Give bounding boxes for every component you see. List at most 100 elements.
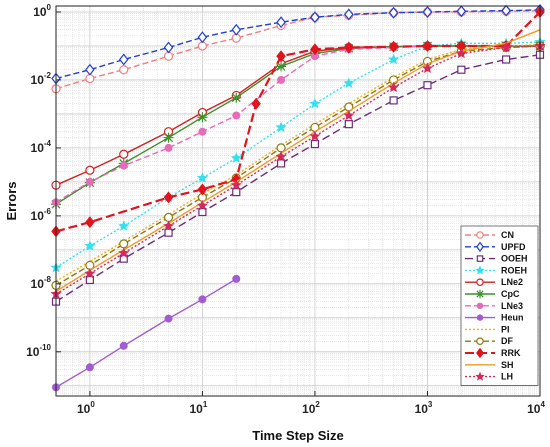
legend-item: CpC xyxy=(465,289,520,299)
data-point-upfd xyxy=(422,6,433,18)
legend-marker xyxy=(476,337,484,346)
series-line-heun xyxy=(55,278,237,388)
series-lh xyxy=(50,40,546,299)
data-point-roeh xyxy=(196,172,208,183)
data-point-ooeh xyxy=(198,207,207,217)
y-tick-label: 10-8 xyxy=(31,275,52,291)
legend-label: OOEH xyxy=(501,254,528,264)
legend-label: RRK xyxy=(501,348,521,358)
x-tick-label: 104 xyxy=(527,400,545,416)
data-point-upfd xyxy=(197,31,208,44)
legend-label: UPFD xyxy=(501,242,526,252)
y-axis-label: Errors xyxy=(4,181,19,220)
series-line-ooeh xyxy=(55,54,541,303)
legend-marker xyxy=(476,278,484,287)
data-point-rrk xyxy=(344,41,354,54)
data-point-roeh xyxy=(118,220,130,231)
legend-item: DF xyxy=(465,336,513,346)
legend-label: SH xyxy=(501,360,514,370)
data-point-ooeh xyxy=(164,228,173,237)
data-point-upfd xyxy=(456,5,467,18)
legend-label: DF xyxy=(501,336,513,346)
legend-label: CpC xyxy=(501,289,520,299)
data-point-rrk xyxy=(251,97,261,110)
data-point-lne3 xyxy=(164,143,173,152)
data-point-upfd xyxy=(501,4,511,17)
x-tick-label: 101 xyxy=(190,400,208,416)
legend-item: LNe3 xyxy=(465,301,523,311)
data-point-upfd xyxy=(85,63,95,76)
data-point-cpc xyxy=(231,92,242,103)
data-point-cn xyxy=(119,65,129,75)
data-point-upfd xyxy=(344,8,354,21)
data-point-rrk xyxy=(276,50,286,63)
y-tick-label: 10-6 xyxy=(31,207,52,223)
data-point-lh xyxy=(455,47,467,59)
data-point-rrk xyxy=(197,183,208,196)
legend-label: LNe3 xyxy=(501,301,523,311)
data-point-cn xyxy=(85,73,95,84)
series-upfd xyxy=(51,3,545,85)
data-point-roeh xyxy=(275,121,287,133)
x-tick-label: 102 xyxy=(302,400,320,416)
series-sh xyxy=(55,29,541,292)
series-line-sh xyxy=(55,29,541,292)
data-point-lh xyxy=(118,247,130,258)
data-point-upfd xyxy=(276,16,286,29)
data-point-upfd xyxy=(388,6,399,19)
legend-label: PI xyxy=(501,324,510,334)
legend-item: CN xyxy=(465,230,514,240)
legend-marker xyxy=(475,265,485,275)
data-point-ooeh xyxy=(310,139,320,149)
data-point-ooeh xyxy=(232,188,241,197)
plot-frame xyxy=(55,5,541,397)
data-point-cpc xyxy=(276,61,287,72)
data-point-lh xyxy=(230,179,242,190)
data-point-lne2 xyxy=(85,165,95,175)
legend-item: RRK xyxy=(465,347,521,359)
legend-item: UPFD xyxy=(465,241,526,252)
data-point-ooeh xyxy=(389,96,398,105)
legend-marker xyxy=(476,302,484,309)
data-point-heun xyxy=(119,341,128,350)
data-point-lh xyxy=(421,62,433,74)
data-point-df xyxy=(119,239,129,249)
legend-label: Heun xyxy=(501,313,524,323)
legend-marker xyxy=(476,241,484,252)
data-point-upfd xyxy=(231,23,242,36)
legend-box xyxy=(460,225,539,386)
series-line-upfd xyxy=(55,9,541,80)
data-point-lne3 xyxy=(277,75,286,84)
data-point-rrk xyxy=(422,40,433,52)
data-point-lh xyxy=(309,130,321,141)
x-axis-label: Time Step Size xyxy=(252,428,344,443)
y-tick-label: 10-4 xyxy=(31,139,52,155)
data-point-heun xyxy=(232,274,241,283)
data-point-ooeh xyxy=(344,120,353,129)
data-point-rrk xyxy=(163,191,174,204)
data-point-ooeh xyxy=(457,65,466,74)
data-point-upfd xyxy=(310,11,320,24)
x-tick-label: 100 xyxy=(77,400,95,416)
data-point-lh xyxy=(388,81,400,93)
legend-item: SH xyxy=(465,360,514,370)
series-line-roeh xyxy=(55,41,541,269)
data-point-heun xyxy=(85,363,94,372)
legend-item: OOEH xyxy=(465,254,528,264)
data-point-roeh xyxy=(388,53,400,65)
data-point-lh xyxy=(163,220,175,231)
y-tick-label: 100 xyxy=(33,3,51,19)
data-point-ooeh xyxy=(276,159,286,168)
legend-item: Heun xyxy=(465,313,524,323)
data-point-roeh xyxy=(230,152,242,163)
data-point-ooeh xyxy=(502,55,511,64)
data-point-rrk xyxy=(310,43,320,56)
legend-marker xyxy=(476,231,484,239)
legend-label: LH xyxy=(501,372,513,382)
data-point-heun xyxy=(198,295,207,304)
legend-marker xyxy=(475,371,485,381)
data-point-lh xyxy=(196,199,208,211)
data-point-ooeh xyxy=(85,275,94,285)
data-point-lh xyxy=(275,150,287,162)
